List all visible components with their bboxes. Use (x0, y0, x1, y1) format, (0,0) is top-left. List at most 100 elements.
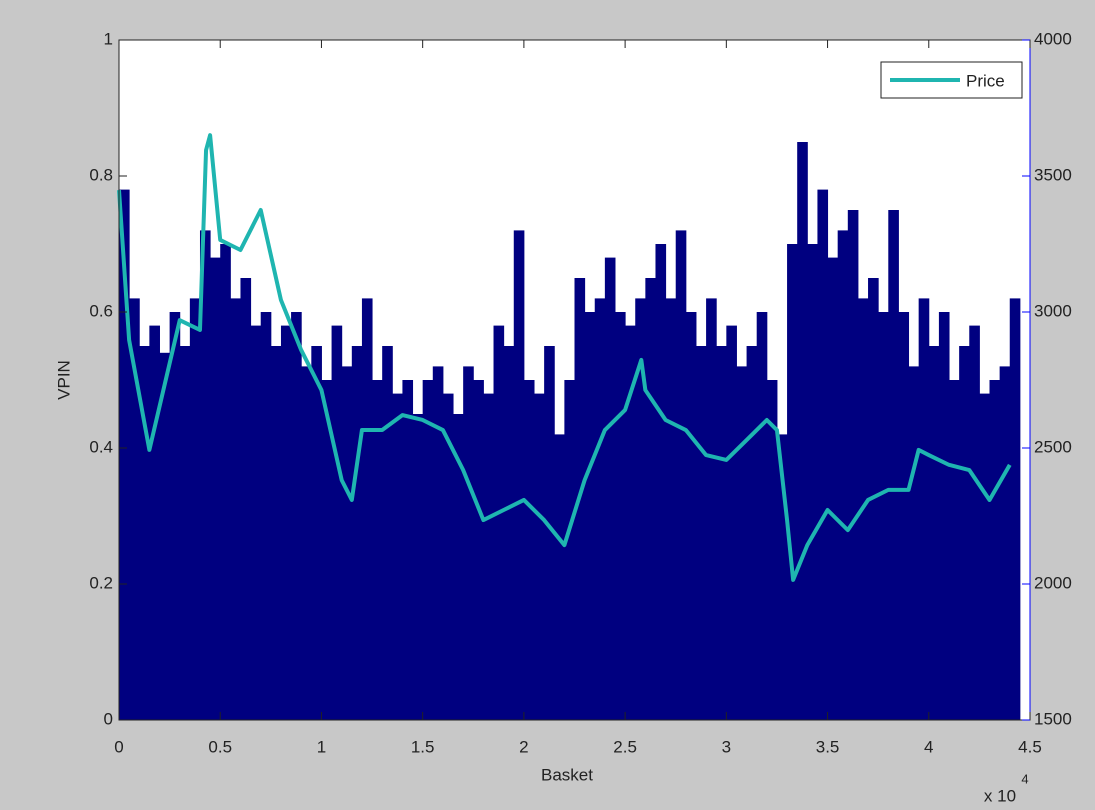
y-tick-label: 0.4 (89, 437, 113, 456)
bar (928, 346, 940, 720)
x-tick-label: 4 (924, 737, 933, 756)
bar (736, 366, 748, 720)
bar (685, 312, 697, 720)
bar (635, 298, 646, 720)
bar (513, 230, 525, 720)
bar (564, 380, 575, 720)
bar (351, 346, 363, 720)
x-multiplier-exponent: 4 (1021, 771, 1028, 786)
bar (442, 393, 454, 720)
bar (240, 278, 252, 720)
bar (959, 346, 970, 720)
bar (544, 346, 555, 720)
bar (179, 346, 191, 720)
bar (655, 244, 667, 720)
y-tick-label: 0 (104, 709, 113, 728)
bar (645, 278, 656, 720)
bar (291, 312, 302, 720)
bar (199, 230, 211, 720)
bar (999, 366, 1011, 720)
bar (817, 189, 829, 721)
legend-label: Price (966, 71, 1005, 90)
x-tick-label: 1 (317, 737, 326, 756)
bar (412, 414, 424, 720)
bar (554, 434, 565, 720)
bar (372, 380, 383, 720)
bar (614, 312, 626, 720)
bar (331, 325, 343, 720)
bar (584, 312, 596, 720)
y2-tick-label: 2000 (1034, 573, 1072, 592)
x-tick-label: 3.5 (816, 737, 840, 756)
marks (117, 133, 1021, 721)
bar (392, 393, 403, 720)
bar (210, 257, 221, 720)
bar (787, 244, 798, 720)
bar (665, 298, 677, 720)
x-tick-label: 2 (519, 737, 528, 756)
bar (129, 298, 140, 720)
bar (756, 312, 768, 720)
bar (493, 325, 505, 720)
bar (483, 393, 495, 720)
bar (938, 312, 950, 720)
bar (523, 380, 535, 720)
bar (766, 380, 778, 720)
bar (695, 346, 707, 720)
bar (270, 346, 282, 720)
bar (463, 366, 474, 720)
bar (382, 346, 393, 720)
bar (280, 325, 292, 720)
bar (260, 312, 272, 720)
bar (169, 312, 181, 720)
y-tick-label: 0.8 (89, 165, 113, 184)
bar (250, 325, 262, 720)
y-tick-label: 0.6 (89, 301, 113, 320)
bar (807, 244, 818, 720)
bar (453, 414, 464, 720)
bar (726, 325, 737, 720)
bar (716, 346, 727, 720)
y2-tick-label: 3000 (1034, 301, 1072, 320)
bar (341, 366, 353, 720)
y2-tick-label: 2500 (1034, 437, 1072, 456)
bar (422, 380, 434, 720)
y-tick-label: 0.2 (89, 573, 113, 592)
y-tick-label: 1 (104, 29, 113, 48)
x-tick-label: 4.5 (1018, 737, 1042, 756)
bar (594, 298, 606, 720)
bar (898, 312, 910, 720)
bar (604, 257, 616, 720)
bar (918, 298, 930, 720)
bar (1009, 298, 1021, 720)
bar (321, 380, 333, 720)
bar (220, 244, 231, 720)
x-tick-label: 0.5 (208, 737, 232, 756)
bar (159, 352, 171, 720)
y2-tick-label: 3500 (1034, 165, 1072, 184)
x-tick-label: 2.5 (613, 737, 637, 756)
bar (149, 325, 160, 720)
bar (847, 210, 859, 720)
x-tick-label: 3 (722, 737, 731, 756)
bar (230, 298, 241, 720)
bar (908, 366, 920, 720)
y2-tick-label: 4000 (1034, 29, 1072, 48)
bar (311, 346, 322, 720)
x-tick-label: 1.5 (411, 737, 435, 756)
y-axis-label: VPIN (54, 360, 73, 400)
bar (706, 298, 717, 720)
bar (503, 346, 515, 720)
bar (301, 366, 312, 720)
bar (675, 230, 687, 720)
bar (837, 230, 849, 720)
bar (625, 325, 636, 720)
bar (979, 393, 991, 720)
bar (827, 257, 839, 720)
bar (402, 380, 414, 720)
y2-tick-label: 1500 (1034, 709, 1072, 728)
bar (797, 142, 808, 720)
price-line (117, 133, 1012, 582)
x-axis-label: Basket (541, 765, 593, 784)
